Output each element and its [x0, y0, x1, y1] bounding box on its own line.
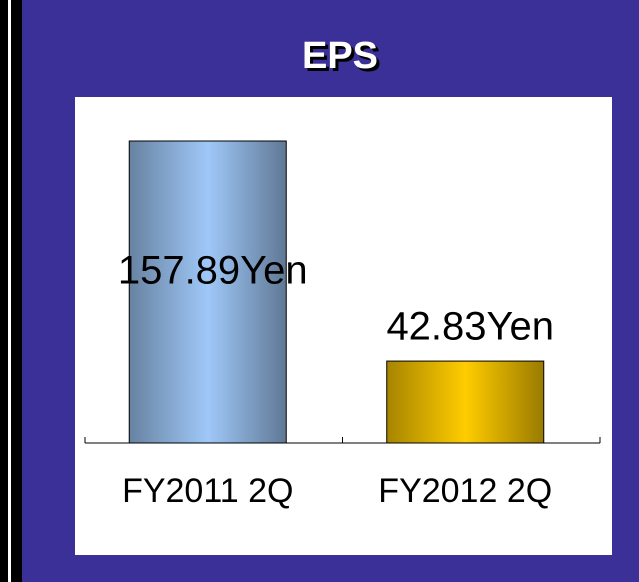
- chart-title-shadow: EPS: [305, 38, 381, 80]
- value-label: 42.83Yen: [386, 305, 554, 349]
- bar-shade: [129, 141, 287, 443]
- chart-title: EPS: [302, 35, 378, 77]
- x-tick-label: FY2011 2Q: [122, 472, 293, 510]
- value-label: 157.89Yen: [118, 249, 308, 293]
- x-tick-label: FY2012 2Q: [378, 472, 552, 510]
- left-strip-line: [8, 0, 11, 582]
- bar-shade: [386, 361, 544, 443]
